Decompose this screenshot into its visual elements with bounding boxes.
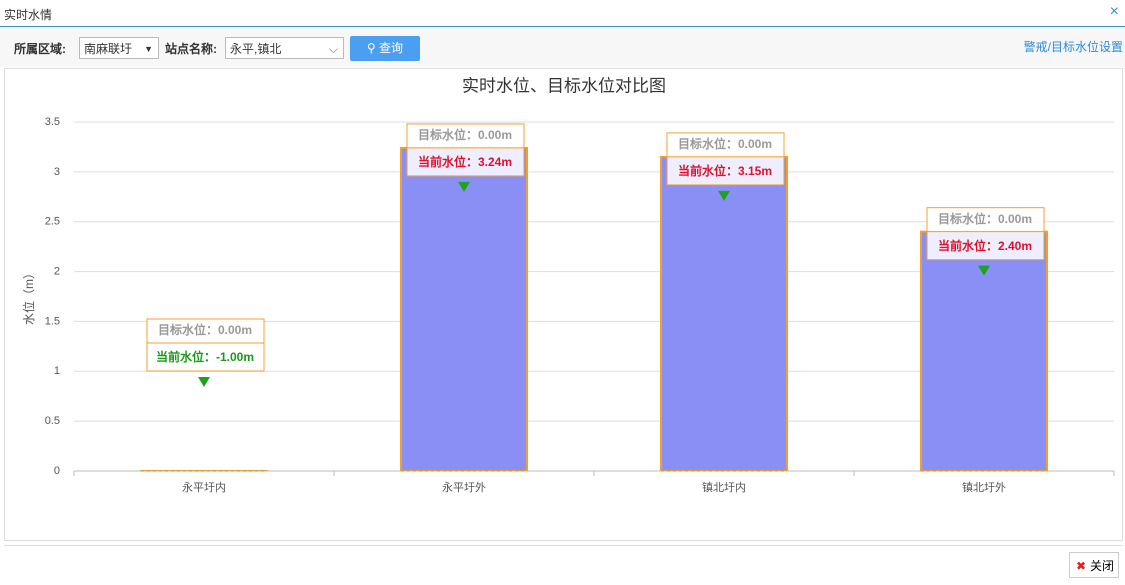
target-label: 目标水位：0.00m [938, 211, 1032, 226]
bar [660, 155, 788, 471]
marker [458, 181, 470, 192]
x-tick-label: 永平圩内 [182, 480, 226, 494]
station-label: 站点名称: [165, 42, 217, 56]
y-tick-label: 1 [54, 365, 60, 377]
close-button[interactable]: ✖ 关闭 [1069, 552, 1119, 578]
window-title: 实时水情 [4, 8, 53, 22]
y-axis-title: 水位（m） [21, 267, 36, 325]
x-tick-label: 永平圩外 [442, 480, 486, 494]
y-tick-label: 0.5 [45, 415, 60, 427]
region-label: 所属区域: [14, 42, 66, 56]
annotation-box [926, 207, 1045, 261]
marker [718, 190, 730, 201]
query-button[interactable]: ⚲ 查询 [350, 36, 420, 61]
marker [978, 265, 990, 276]
dropdown-arrow: ⌵ [328, 42, 338, 56]
y-tick-label: 2.5 [45, 216, 60, 228]
toolbar: 所属区域: 南麻联圩 ▼ 站点名称: 永平,镇北 ⌵ ⚲ 查询 警戒/目标水位设置 [0, 27, 1125, 67]
chart: 实时水位、目标水位对比图 水位（m） 0 0.5 1 1.5 2 2.5 3 3.5 永平圩内 目… [21, 76, 1115, 494]
current-label: 当前水位：3.24m [418, 154, 512, 169]
target-label: 目标水位：0.00m [678, 136, 772, 151]
target-label: 目标水位：0.00m [158, 322, 252, 337]
station-select[interactable]: 永平,镇北 ⌵ [225, 37, 344, 59]
region-value: 南麻联圩 [84, 42, 133, 56]
close-icon: ✖ [1076, 559, 1087, 573]
y-tick-label: 3.5 [45, 116, 60, 128]
bar [400, 146, 528, 471]
close-x[interactable]: × [1109, 3, 1119, 20]
marker [198, 377, 210, 387]
close-text: 关闭 [1089, 559, 1114, 573]
target-label: 目标水位：0.00m [418, 127, 512, 142]
settings-link[interactable]: 警戒/目标水位设置 [1023, 40, 1123, 54]
dropdown-arrow: ▼ [144, 44, 153, 54]
y-tick-label: 1.5 [45, 315, 60, 327]
x-tick-label: 镇北圩外 [962, 480, 1006, 494]
chart-title: 实时水位、目标水位对比图 [462, 76, 666, 95]
y-tick-label: 3 [54, 166, 60, 178]
query-text: 查询 [379, 41, 404, 55]
chart-panel [4, 68, 1123, 541]
y-tick-label: 0 [54, 465, 60, 477]
title-bar: 实时水情 × [0, 0, 1125, 27]
station-value: 永平,镇北 [230, 42, 282, 56]
footer: ✖ 关闭 [4, 545, 1123, 585]
current-label: 当前水位：2.40m [938, 238, 1032, 253]
current-label: 当前水位：-1.00m [156, 349, 254, 364]
region-select[interactable]: 南麻联圩 ▼ [79, 37, 159, 59]
annotation-box [146, 318, 265, 372]
annotation-box [406, 123, 525, 177]
x-tick-label: 镇北圩内 [702, 480, 746, 494]
annotation-box [666, 132, 785, 186]
current-label: 当前水位：3.15m [678, 163, 772, 178]
y-tick-label: 2 [54, 265, 60, 277]
plot-area [140, 146, 1048, 471]
